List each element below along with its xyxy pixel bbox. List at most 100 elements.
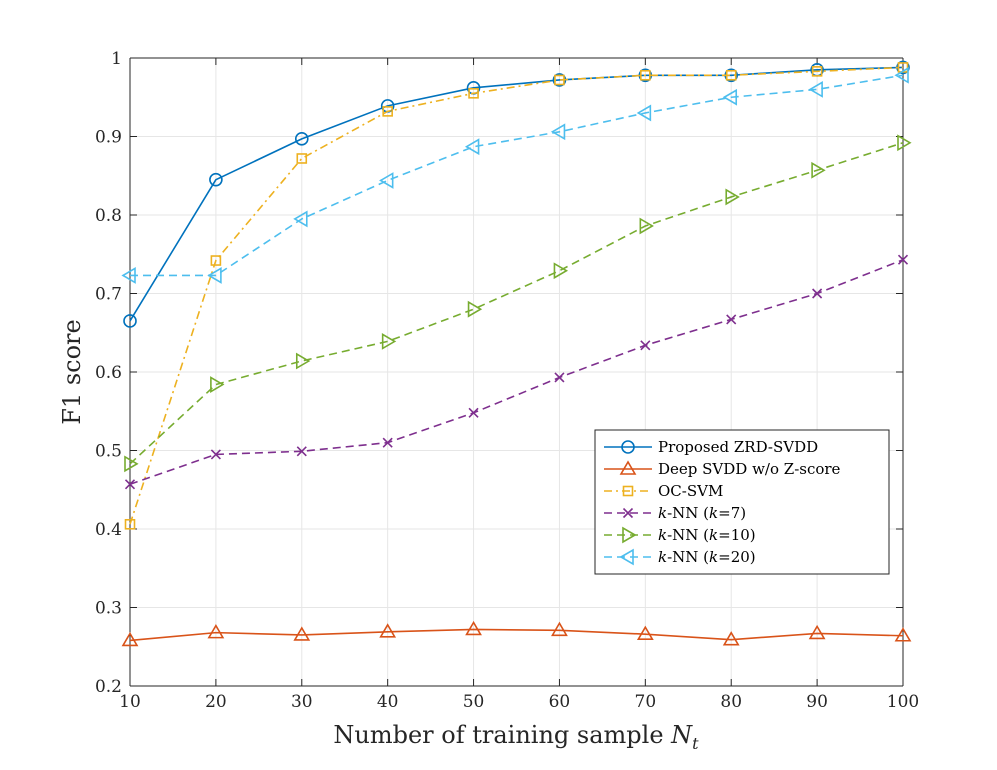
- data-point: [722, 631, 740, 646]
- legend-label: Deep SVDD w/o Z-score: [658, 460, 841, 478]
- legend-label: k-NN (k=20): [658, 548, 756, 566]
- data-point: [640, 69, 651, 81]
- legend-label-part: k: [658, 504, 667, 522]
- data-point: [207, 267, 222, 284]
- data-point: [639, 217, 654, 235]
- y-axis-label: F1 score: [58, 319, 86, 424]
- legend-label-part: =20): [718, 548, 756, 566]
- data-point: [467, 300, 483, 318]
- x-tick-label: 60: [549, 692, 571, 712]
- data-point: [382, 106, 393, 117]
- series-layer: [121, 60, 912, 647]
- data-point: [465, 620, 482, 636]
- series-line: [130, 74, 904, 277]
- data-point: [636, 104, 652, 122]
- data-point: [811, 161, 826, 179]
- x-tick-label: 70: [635, 692, 657, 712]
- data-point: [296, 153, 308, 164]
- x-tick-label: 100: [887, 692, 919, 712]
- legend-label-part: OC-SVM: [658, 482, 723, 500]
- data-point: [553, 262, 569, 280]
- legend-label-part: -NN (: [667, 504, 709, 522]
- legend-marker: [619, 460, 637, 475]
- legend-marker: [621, 440, 635, 454]
- tick-labels: 10 20 30 40 50 60 70 80 90 100 0.2 0.3 0.4 0.5 0.6 0.7 0…: [95, 49, 919, 712]
- data-point: [808, 624, 826, 640]
- series-line: [129, 628, 904, 642]
- legend-item: Deep SVDD w/o Z-score: [604, 460, 841, 478]
- data-point: [640, 340, 651, 351]
- data-point: [550, 123, 566, 141]
- y-tick-label: 0.2: [95, 677, 122, 697]
- y-tick-label: 0.6: [95, 363, 122, 383]
- data-point: [124, 518, 136, 530]
- data-point: [897, 254, 909, 265]
- series-4: [124, 254, 909, 490]
- data-point: [382, 437, 393, 448]
- data-point: [897, 134, 912, 152]
- data-point: [124, 455, 139, 473]
- y-tick-label: 1: [111, 49, 122, 69]
- legend-label-part: =7): [718, 504, 746, 522]
- series-line: [129, 66, 904, 322]
- series-6: [121, 66, 909, 284]
- data-point: [293, 210, 308, 228]
- series-2: [121, 620, 912, 647]
- x-axis-label-subscript: t: [692, 734, 699, 753]
- data-point: [379, 172, 394, 189]
- data-point: [381, 332, 397, 350]
- x-tick-label: 10: [119, 692, 141, 712]
- legend-marker: [622, 485, 634, 497]
- legend-label-part: Deep SVDD w/o Z-score: [658, 460, 841, 478]
- data-point: [725, 69, 737, 81]
- data-point: [210, 376, 225, 393]
- axes: [129, 57, 904, 687]
- legend-item: k-NN (k=7): [604, 504, 746, 522]
- data-point: [636, 625, 654, 640]
- legend-marker: [622, 526, 637, 544]
- legend-marker: [619, 548, 634, 566]
- legend-label-part: Proposed ZRD-SVDD: [658, 438, 818, 456]
- data-point: [294, 132, 309, 146]
- data-point: [207, 624, 225, 639]
- data-point: [123, 314, 137, 328]
- data-point: [121, 267, 136, 284]
- data-point: [210, 449, 221, 460]
- data-point: [121, 631, 139, 647]
- series-line: [129, 259, 904, 486]
- x-axis-label: Number of training sample Nt: [333, 721, 699, 753]
- x-tick-label: 30: [291, 692, 313, 712]
- data-point: [812, 288, 823, 299]
- data-point: [894, 66, 909, 84]
- data-point: [468, 407, 479, 418]
- x-axis-label-symbol: N: [670, 721, 693, 749]
- data-point: [464, 138, 480, 156]
- legend-box: [594, 429, 890, 575]
- legend-item: Proposed ZRD-SVDD: [604, 438, 818, 456]
- x-tick-label: 90: [806, 692, 828, 712]
- series-line: [129, 142, 904, 465]
- y-tick-label: 0.9: [95, 128, 122, 148]
- data-point: [468, 88, 479, 99]
- legend-label-part: k: [709, 526, 718, 544]
- legend-item: OC-SVM: [604, 482, 723, 500]
- legend-label-part: k: [709, 548, 718, 566]
- legend-label-part: k: [658, 548, 667, 566]
- legend-label-part: k: [709, 504, 718, 522]
- legend-label: OC-SVM: [658, 482, 723, 500]
- data-point: [894, 627, 912, 642]
- legend-label-part: k: [658, 526, 667, 544]
- legend-label: Proposed ZRD-SVDD: [658, 438, 818, 456]
- x-tick-label: 80: [720, 692, 742, 712]
- data-point: [210, 255, 222, 266]
- y-tick-label: 0.3: [95, 599, 122, 619]
- x-tick-label: 20: [205, 692, 227, 712]
- y-tick-label: 0.4: [95, 520, 122, 540]
- data-point: [726, 314, 737, 325]
- legend-label-part: =10): [718, 526, 756, 544]
- data-point: [379, 623, 397, 638]
- data-point: [209, 172, 223, 187]
- series-line: [129, 66, 904, 525]
- y-tick-label: 0.8: [95, 206, 122, 226]
